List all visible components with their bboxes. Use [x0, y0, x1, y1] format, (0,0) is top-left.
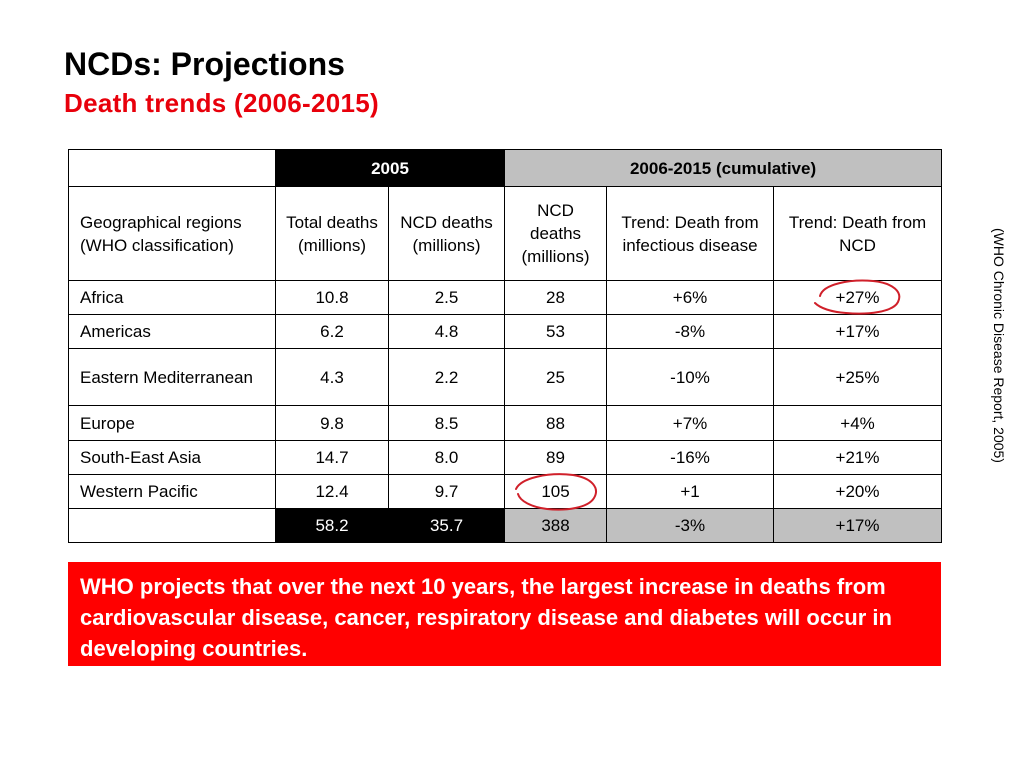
table-cell: 8.0 [387, 440, 506, 475]
table-cell: +6% [606, 280, 775, 315]
table-cell: +21% [773, 440, 943, 475]
table-cell: +20% [773, 474, 943, 509]
table-cell: 2.2 [387, 348, 506, 406]
table-totals-row: 58.2 35.7 388 -3% +17% [68, 508, 943, 543]
table-cell: 28 [504, 280, 608, 315]
table-cell: 2.5 [387, 280, 506, 315]
table-cell: 9.7 [387, 474, 506, 509]
column-header-total-deaths: Total deaths (millions) [275, 186, 389, 281]
table-row: Americas 6.2 4.8 53 -8% +17% [68, 314, 943, 349]
table-cell: +7% [606, 405, 775, 441]
column-header-trend-ncd: Trend: Death from NCD [773, 186, 943, 281]
table-cell: 4.3 [275, 348, 389, 406]
table-row: Eastern Mediterranean 4.3 2.2 25 -10% +2… [68, 348, 943, 406]
table-cell: 9.8 [275, 405, 389, 441]
region-cell: Americas [68, 314, 276, 349]
table-cell: 12.4 [275, 474, 389, 509]
ncd-deaths-2005-total: 35.7 [387, 508, 506, 543]
region-cell: Africa [68, 280, 276, 315]
region-cell: South-East Asia [68, 440, 276, 475]
column-header-ncd-deaths-2005: NCD deaths (millions) [387, 186, 506, 281]
table-cell: 10.8 [275, 280, 389, 315]
table-cell: +1 [606, 474, 775, 509]
table-cell: +17% [773, 314, 943, 349]
header-blank-cell [68, 149, 276, 187]
header-2005: 2005 [274, 149, 506, 187]
trend-ncd-total: +17% [773, 508, 943, 543]
table-row: Africa 10.8 2.5 28 +6% +27% [68, 280, 943, 315]
trend-infectious-total: -3% [606, 508, 775, 543]
slide-subtitle: Death trends (2006-2015) [64, 88, 379, 118]
ncd-deaths-cumulative-total: 388 [504, 508, 608, 543]
table-cell: 105 [504, 474, 608, 509]
table-cell: -10% [606, 348, 775, 406]
total-deaths-total: 58.2 [275, 508, 389, 543]
table-cell: -16% [606, 440, 775, 475]
table-cell: +4% [773, 405, 943, 441]
table-cell: 25 [504, 348, 608, 406]
table-row: South-East Asia 14.7 8.0 89 -16% +21% [68, 440, 943, 475]
table-cell: 89 [504, 440, 608, 475]
totals-label-cell [68, 508, 276, 543]
source-note-text: (WHO Chronic Disease Report, 2005) [991, 228, 1007, 463]
region-cell: Western Pacific [68, 474, 276, 509]
table-cell: -8% [606, 314, 775, 349]
table-cell: 88 [504, 405, 608, 441]
table-cell: 14.7 [275, 440, 389, 475]
slide-title: NCDs: Projections [64, 46, 345, 82]
table-cell: 4.8 [387, 314, 506, 349]
column-header-region: Geographical regions (WHO classification… [68, 186, 276, 281]
table-column-header-row: Geographical regions (WHO classification… [68, 186, 943, 281]
callout-box: WHO projects that over the next 10 years… [68, 562, 941, 666]
table-cell: +25% [773, 348, 943, 406]
region-cell: Eastern Mediterranean [68, 348, 276, 406]
table-row: Western Pacific 12.4 9.7 105 +1 +20% [68, 474, 943, 509]
table-cell: 6.2 [275, 314, 389, 349]
death-trends-table: 2005 2006-2015 (cumulative) Geographical… [68, 149, 943, 543]
table-cell: 8.5 [387, 405, 506, 441]
column-header-ncd-deaths-cumulative: NCD deaths (millions) [504, 186, 608, 281]
table-row: Europe 9.8 8.5 88 +7% +4% [68, 405, 943, 441]
table-cell: +27% [773, 280, 943, 315]
header-cumulative: 2006-2015 (cumulative) [504, 149, 943, 187]
table-cell: 53 [504, 314, 608, 349]
column-header-trend-infectious: Trend: Death from infectious disease [606, 186, 775, 281]
table-group-header-row: 2005 2006-2015 (cumulative) [68, 149, 943, 187]
region-cell: Europe [68, 405, 276, 441]
source-note: (WHO Chronic Disease Report, 2005) [988, 228, 1010, 518]
